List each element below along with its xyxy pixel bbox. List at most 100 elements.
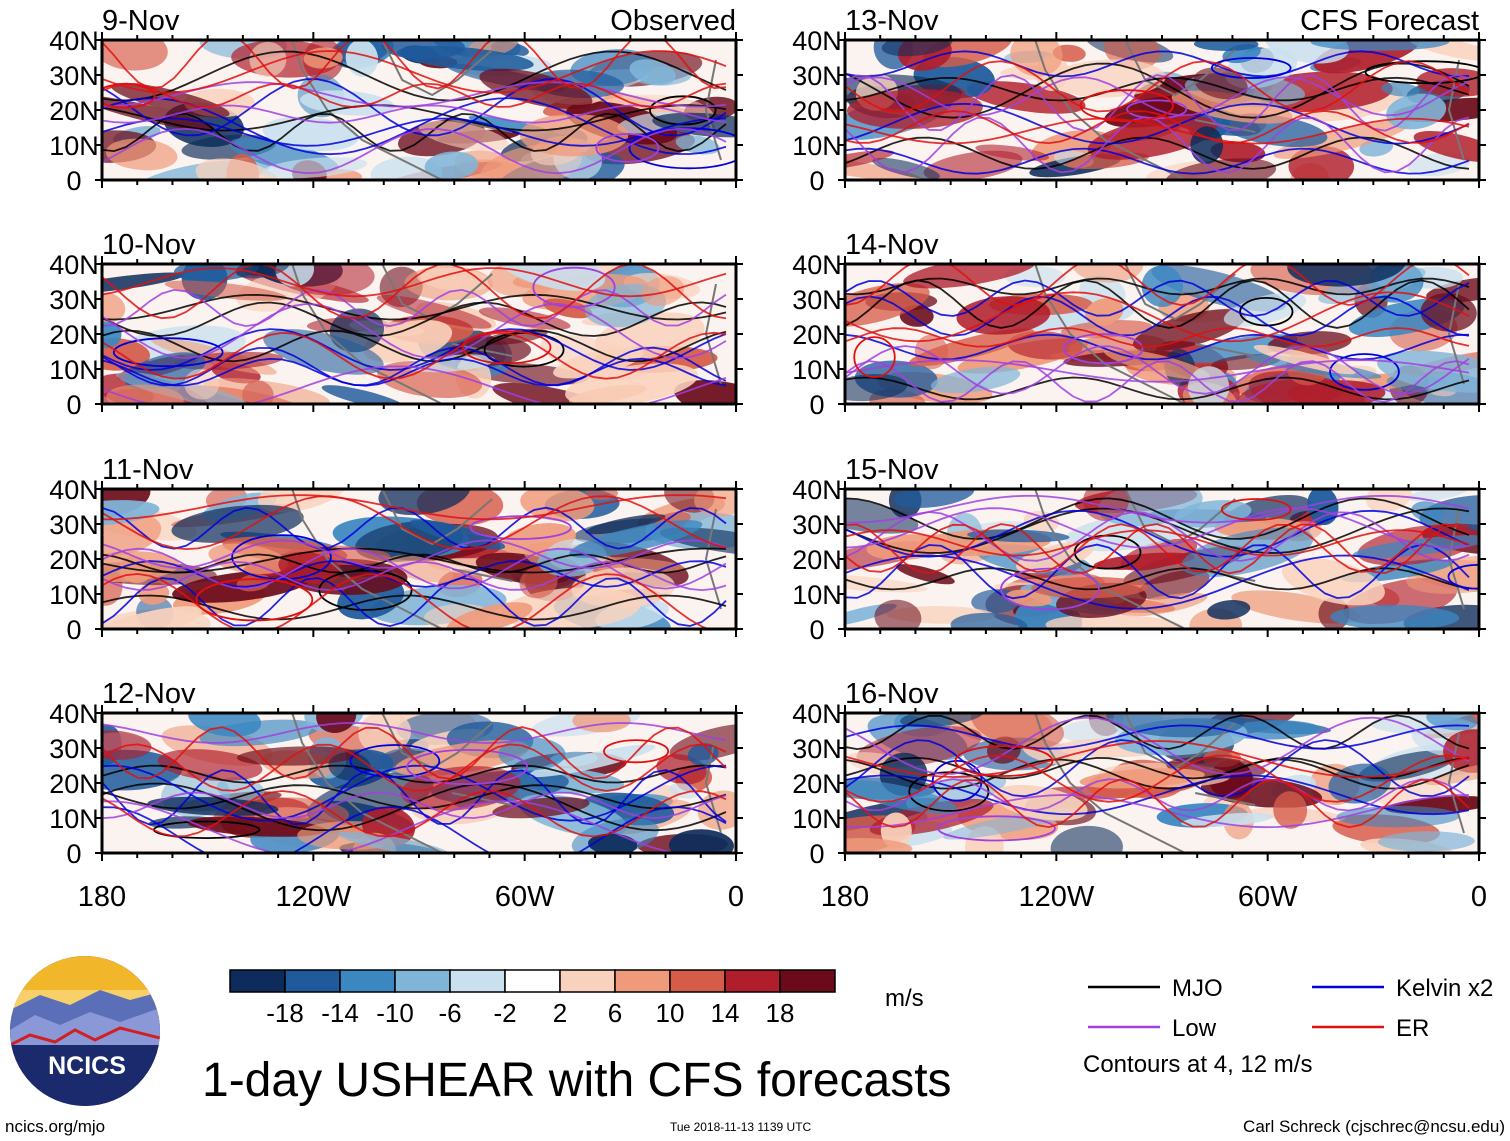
colorbar-label: -2 (493, 998, 516, 1028)
legend-label: Low (1172, 1015, 1217, 1042)
figure-title: 1-day USHEAR with CFS forecasts (202, 1054, 952, 1107)
y-tick-label: 30N (792, 61, 842, 91)
colorbar: -18 -14 -10 -6 -2 2 6 10 14 18 (229, 969, 836, 1028)
y-tick-label: 0 (809, 390, 824, 420)
x-tick-label: 180 (821, 881, 869, 913)
colorbar-label: -14 (321, 998, 359, 1028)
panel-header: Observed (610, 5, 736, 37)
y-tick-label: 40N (49, 26, 99, 56)
legend-label: Kelvin x2 (1396, 975, 1493, 1002)
y-tick-label: 10N (49, 131, 99, 161)
panel-date: 15-Nov (845, 454, 939, 486)
y-tick-label: 10N (49, 804, 99, 834)
y-tick-label: 10N (49, 355, 99, 385)
legend: MJO Kelvin x2 Low ER (1088, 975, 1493, 1042)
colorbar-label: 14 (711, 998, 740, 1028)
y-tick-label: 20N (792, 96, 842, 126)
y-tick-label: 40N (49, 475, 99, 505)
colorbar-swatch (394, 969, 451, 993)
colorbar-label: -18 (266, 998, 304, 1028)
panel-grid: 40N 30N 20N 10N 0 9-Nov Observed 40N 30N 20N 10N 0 1… (49, 5, 1486, 869)
map-panel: 40N 30N 20N 10N 0 14-Nov (792, 229, 1486, 420)
panel-date: 10-Nov (102, 229, 196, 261)
y-tick-label: 40N (792, 475, 842, 505)
colorbar-swatch (724, 969, 781, 993)
x-tick-label: 120W (275, 881, 351, 913)
colorbar-swatch (229, 969, 286, 993)
y-tick-label: 10N (792, 804, 842, 834)
y-tick-label: 20N (49, 545, 99, 575)
panel-date: 14-Nov (845, 229, 939, 261)
footer-author: Carl Schreck (cjschrec@ncsu.edu) (1243, 1117, 1505, 1136)
y-tick-label: 20N (49, 96, 99, 126)
y-tick-label: 40N (792, 26, 842, 56)
footer-timestamp: Tue 2018-11-13 1139 UTC (670, 1120, 812, 1134)
panel-date: 13-Nov (845, 5, 939, 37)
map-panel: 40N 30N 20N 10N 0 16-Nov (792, 678, 1486, 869)
colorbar-swatch (669, 969, 726, 993)
y-tick-label: 20N (49, 769, 99, 799)
panel-date: 11-Nov (102, 454, 194, 486)
y-tick-label: 10N (792, 580, 842, 610)
y-tick-label: 20N (49, 320, 99, 350)
colorbar-swatch (504, 969, 561, 993)
map-panel: 40N 30N 20N 10N 0 10-Nov (49, 229, 743, 420)
colorbar-label: 2 (553, 998, 567, 1028)
y-tick-label: 0 (66, 390, 81, 420)
y-tick-label: 40N (49, 250, 99, 280)
y-tick-label: 40N (49, 699, 99, 729)
colorbar-label: -6 (438, 998, 461, 1028)
colorbar-swatch (559, 969, 616, 993)
map-panel: 40N 30N 20N 10N 0 13-Nov CFS Forecast (792, 5, 1486, 196)
legend-note: Contours at 4, 12 m/s (1083, 1051, 1312, 1078)
y-tick-label: 0 (809, 615, 824, 645)
y-tick-label: 30N (49, 285, 99, 315)
y-tick-label: 30N (792, 285, 842, 315)
colorbar-label: -10 (376, 998, 414, 1028)
y-tick-label: 20N (792, 545, 842, 575)
y-tick-label: 0 (66, 615, 81, 645)
panel-date: 12-Nov (102, 678, 196, 710)
y-tick-label: 30N (49, 61, 99, 91)
legend-label: ER (1396, 1015, 1429, 1042)
y-tick-label: 20N (792, 769, 842, 799)
y-tick-label: 0 (809, 166, 824, 196)
x-axis-labels: 180 120W 60W 0 180 120W 60W 0 (78, 881, 1487, 913)
y-tick-label: 0 (66, 166, 81, 196)
x-tick-label: 0 (728, 881, 744, 913)
colorbar-swatch (339, 969, 396, 993)
logo-text: NCICS (48, 1052, 126, 1080)
y-tick-label: 10N (49, 580, 99, 610)
x-tick-label: 60W (495, 881, 555, 913)
panel-date: 9-Nov (102, 5, 180, 37)
colorbar-label: 6 (608, 998, 622, 1028)
colorbar-swatch (449, 969, 506, 993)
map-panel: 40N 30N 20N 10N 0 15-Nov (792, 454, 1486, 645)
x-tick-label: 120W (1018, 881, 1094, 913)
y-tick-label: 0 (66, 839, 81, 869)
y-tick-label: 0 (809, 839, 824, 869)
colorbar-swatch (614, 969, 671, 993)
footer-url: ncics.org/mjo (5, 1117, 105, 1136)
ncics-logo: NCICS (10, 956, 160, 1106)
colorbar-units: m/s (885, 985, 924, 1012)
x-tick-label: 0 (1471, 881, 1487, 913)
map-panel: 40N 30N 20N 10N 0 9-Nov Observed (49, 5, 743, 196)
x-tick-label: 60W (1238, 881, 1298, 913)
colorbar-swatch (284, 969, 341, 993)
colorbar-swatch (779, 969, 836, 993)
map-panel: 40N 30N 20N 10N 0 11-Nov (49, 454, 743, 645)
x-tick-label: 180 (78, 881, 126, 913)
panel-header: CFS Forecast (1300, 5, 1479, 37)
y-tick-label: 40N (792, 699, 842, 729)
map-panel: 40N 30N 20N 10N 0 12-Nov (49, 678, 743, 869)
colorbar-label: 18 (766, 998, 795, 1028)
y-tick-label: 20N (792, 320, 842, 350)
y-tick-label: 10N (792, 131, 842, 161)
y-tick-label: 30N (792, 510, 842, 540)
legend-label: MJO (1172, 975, 1223, 1002)
y-tick-label: 40N (792, 250, 842, 280)
y-tick-label: 10N (792, 355, 842, 385)
y-tick-label: 30N (49, 510, 99, 540)
